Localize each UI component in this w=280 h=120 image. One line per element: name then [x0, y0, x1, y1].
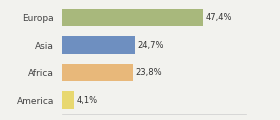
Text: 23,8%: 23,8% — [135, 68, 162, 77]
Bar — [62, 64, 132, 81]
Text: 4,1%: 4,1% — [76, 96, 97, 105]
Text: 47,4%: 47,4% — [205, 13, 232, 22]
Bar — [62, 9, 203, 27]
Bar — [62, 36, 135, 54]
Bar — [62, 91, 74, 109]
Text: 24,7%: 24,7% — [137, 41, 164, 50]
